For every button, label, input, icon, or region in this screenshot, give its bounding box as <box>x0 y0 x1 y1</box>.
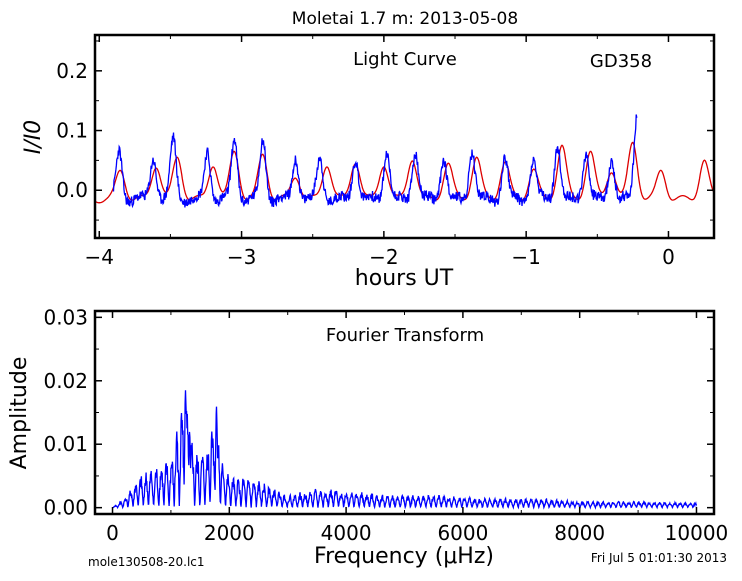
fourier-ytick-label: 0.00 <box>43 496 88 520</box>
light-curve-frame <box>93 33 716 240</box>
light-curve-ticks <box>95 35 714 238</box>
fourier-xtick-label: 6000 <box>437 521 488 545</box>
fourier-ticks <box>95 311 714 514</box>
light-curve-xtick-label: −2 <box>369 245 398 269</box>
fourier-ytick-label: 0.01 <box>43 432 88 456</box>
light-curve-panel: −4 −3 −2 −1 0 0.0 0.1 0.2 Light Curve GD358 hou… <box>21 33 716 291</box>
light-curve-xtick-label: −1 <box>511 245 540 269</box>
light-curve-ylabel: I/I0 <box>21 120 46 154</box>
light-curve-ytick-label: 0.0 <box>56 178 88 202</box>
fourier-panel: 0 2000 4000 6000 8000 10000 0.00 0.01 0.02 0.03 F… <box>7 305 728 569</box>
light-curve-ytick-label: 0.1 <box>56 119 88 143</box>
light-curve-title: Light Curve <box>353 49 457 70</box>
light-curve-ytick-label: 0.2 <box>56 59 88 83</box>
figure-title: Moletai 1.7 m: 2013-05-08 <box>292 9 518 29</box>
fourier-xtick-label: 2000 <box>204 521 255 545</box>
light-curve-xlabel: hours UT <box>355 266 454 291</box>
fourier-title: Fourier Transform <box>326 325 484 346</box>
light-curve-tick-labels: −4 −3 −2 −1 0 0.0 0.1 0.2 <box>56 59 675 269</box>
fourier-xlabel: Frequency (μHz) <box>314 544 494 569</box>
light-curve-xtick-label: 0 <box>662 245 675 269</box>
footer-filename: mole130508-20.lc1 <box>88 555 205 569</box>
light-curve-data-line <box>112 114 638 209</box>
fourier-ytick-label: 0.03 <box>43 305 88 329</box>
fourier-tick-labels: 0 2000 4000 6000 8000 10000 0.00 0.01 0.02 0.03 <box>43 305 728 545</box>
fourier-ylabel: Amplitude <box>7 357 32 470</box>
fourier-xtick-label: 8000 <box>554 521 605 545</box>
light-curve-annotation: GD358 <box>590 51 652 72</box>
footer-timestamp: Fri Jul 5 01:01:30 2013 <box>591 551 727 565</box>
fourier-ytick-label: 0.02 <box>43 369 88 393</box>
light-curve-xtick-label: −3 <box>227 245 256 269</box>
light-curve-model-line <box>94 141 715 204</box>
fourier-xtick-label: 10000 <box>665 521 729 545</box>
fourier-data-line <box>112 390 698 510</box>
light-curve-xtick-label: −4 <box>85 245 114 269</box>
fourier-xtick-label: 0 <box>106 521 119 545</box>
fourier-xtick-label: 4000 <box>321 521 372 545</box>
